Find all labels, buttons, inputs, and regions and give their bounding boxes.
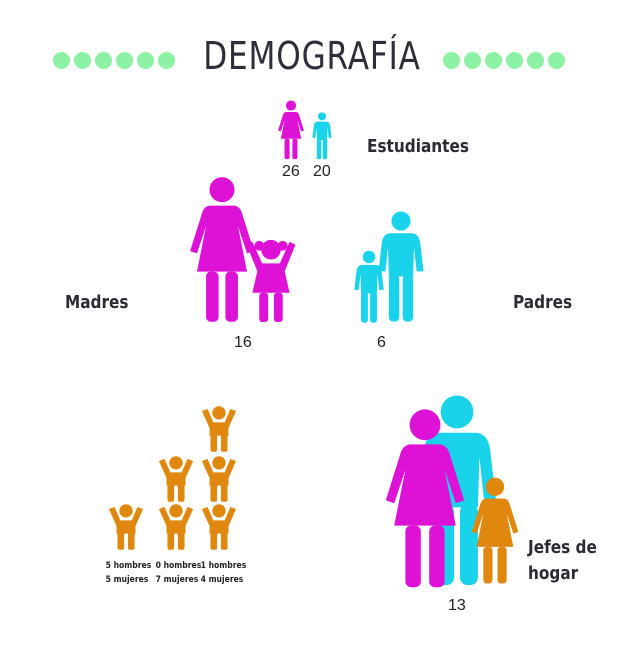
children-group-2-hombres: 0 hombres <box>155 561 202 571</box>
children-group-1-mujeres: 5 mujeres <box>105 575 149 585</box>
mothers-count: 16 <box>234 334 252 351</box>
page-title: DEMOGRAFÍA <box>203 34 421 78</box>
children-group-2: 0 hombres 7 mujeres <box>155 559 202 587</box>
students-female-count: 26 <box>282 163 300 180</box>
fathers-label: Padres <box>513 292 573 313</box>
daughter-icon <box>246 236 296 324</box>
children-group-3-mujeres: 4 mujeres <box>200 575 244 585</box>
student-female-icon <box>276 100 306 160</box>
heads-label: Jefes de hogar <box>528 535 597 587</box>
mothers-label: Madres <box>65 292 129 313</box>
head-child-icon <box>470 476 520 586</box>
children-group-3-hombres: 1 hombres <box>200 561 247 571</box>
fathers-count: 6 <box>377 334 386 351</box>
children-group-1: 5 hombres 5 mujeres <box>105 559 152 587</box>
heads-count: 13 <box>448 597 466 614</box>
child-icon <box>107 503 145 551</box>
father-icon <box>375 210 427 324</box>
students-male-count: 20 <box>313 163 331 180</box>
children-group-1-hombres: 5 hombres <box>105 561 152 571</box>
student-male-icon <box>309 112 335 160</box>
child-icon <box>200 503 238 551</box>
children-group-3: 1 hombres 4 mujeres <box>200 559 247 587</box>
children-group-2-mujeres: 7 mujeres <box>155 575 199 585</box>
child-icon <box>200 405 238 453</box>
students-label: Estudiantes <box>367 136 469 157</box>
heads-label-line1: Jefes de <box>528 537 597 558</box>
head-female-icon <box>383 408 467 590</box>
child-icon <box>157 503 195 551</box>
child-icon <box>200 455 238 503</box>
child-icon <box>157 455 195 503</box>
dots-left-decoration <box>53 52 175 69</box>
heads-label-line2: hogar <box>528 563 579 584</box>
dots-right-decoration <box>443 52 565 69</box>
